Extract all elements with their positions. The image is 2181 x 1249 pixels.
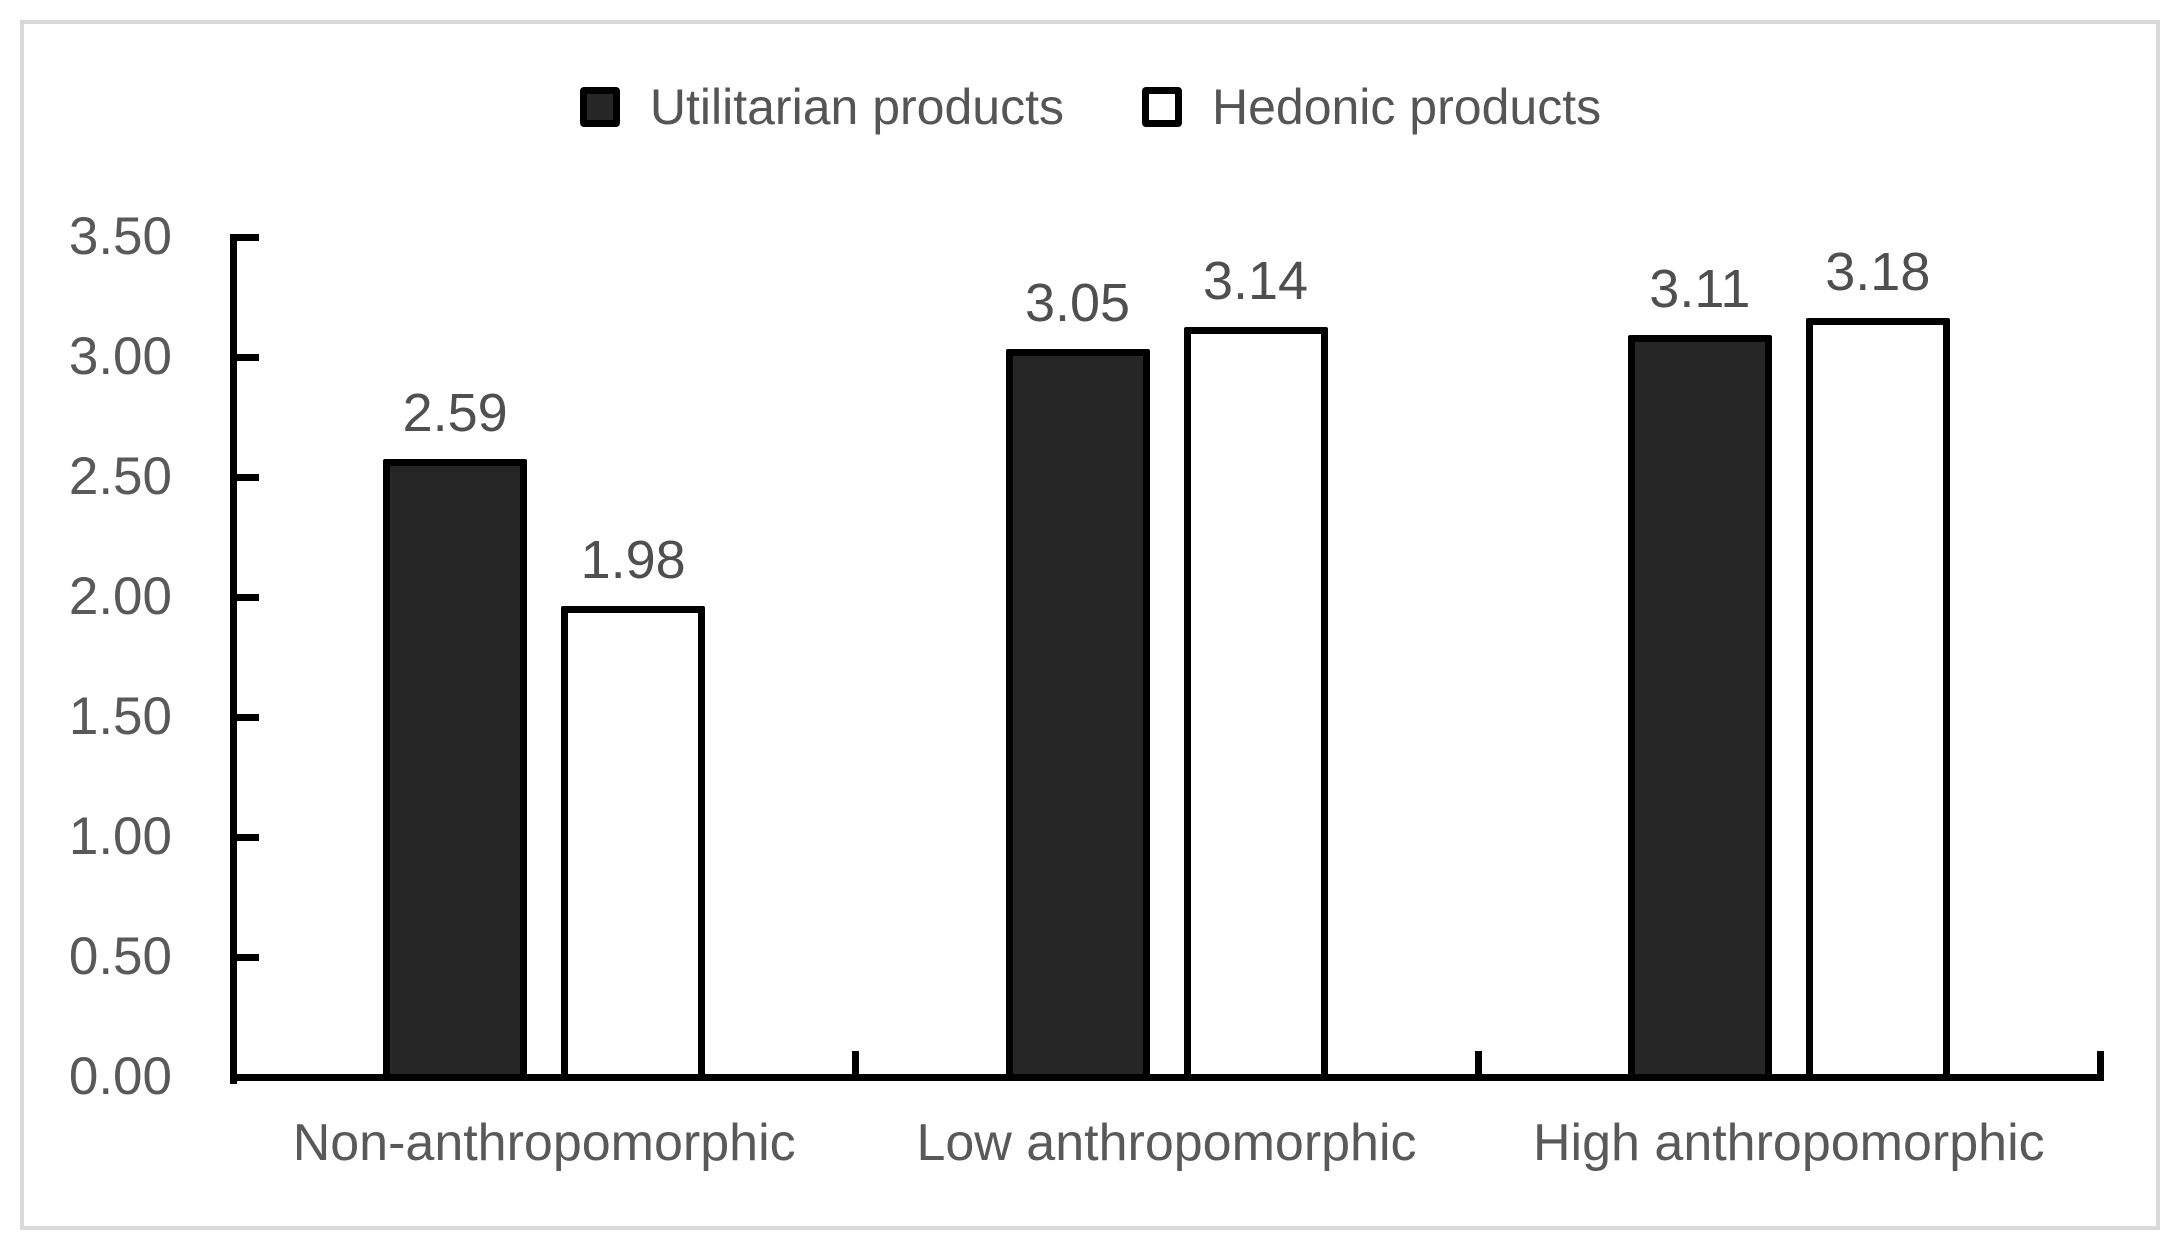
bar-hedonic-products-high-anthropomorphic xyxy=(1805,317,1950,1081)
bar-utilitarian-products-low-anthropomorphic xyxy=(1005,349,1150,1081)
y-axis-line xyxy=(230,234,237,1084)
x-category-label-non-anthropomorphic: Non-anthropomorphic xyxy=(292,1114,796,1172)
y-tick xyxy=(237,714,259,721)
y-tick-label: 2.00 xyxy=(68,567,172,626)
y-tick xyxy=(237,474,259,481)
y-tick-label: 0.00 xyxy=(68,1047,172,1106)
value-label-hedonic-products-low-anthropomorphic: 3.14 xyxy=(1202,251,1309,312)
bar-hedonic-products-non-anthropomorphic xyxy=(561,605,706,1081)
y-tick xyxy=(237,954,259,961)
legend-item-utilitarian-products: Utilitarian products xyxy=(579,78,1064,136)
bar-utilitarian-products-high-anthropomorphic xyxy=(1627,334,1772,1081)
legend-item-hedonic-products: Hedonic products xyxy=(1141,78,1602,136)
y-tick-label: 1.00 xyxy=(68,807,172,866)
value-label-utilitarian-products-non-anthropomorphic: 2.59 xyxy=(402,383,508,444)
y-tick xyxy=(237,834,259,841)
x-tick xyxy=(2097,1051,2104,1074)
x-category-label-high-anthropomorphic: High anthropomorphic xyxy=(1533,1114,2045,1172)
y-tick-label: 0.50 xyxy=(68,927,172,986)
x-tick xyxy=(1474,1051,1482,1074)
x-tick xyxy=(852,1051,860,1074)
x-category-label-low-anthropomorphic: Low anthropomorphic xyxy=(916,1114,1417,1172)
legend-swatch-hedonic-products-icon xyxy=(1141,87,1182,127)
y-tick-label: 3.00 xyxy=(68,327,172,386)
value-label-utilitarian-products-high-anthropomorphic: 3.11 xyxy=(1649,258,1751,319)
y-tick-label: 1.50 xyxy=(68,687,172,746)
legend-label-utilitarian-products: Utilitarian products xyxy=(649,79,1064,135)
y-tick xyxy=(237,234,259,241)
legend-label-hedonic-products: Hedonic products xyxy=(1211,79,1602,135)
y-tick xyxy=(237,594,259,601)
value-label-hedonic-products-non-anthropomorphic: 1.98 xyxy=(580,529,686,590)
y-tick-label: 2.50 xyxy=(68,447,172,506)
bar-utilitarian-products-non-anthropomorphic xyxy=(383,459,528,1081)
value-label-utilitarian-products-low-anthropomorphic: 3.05 xyxy=(1024,273,1131,333)
x-axis-line xyxy=(230,1074,2104,1081)
bar-hedonic-products-low-anthropomorphic xyxy=(1183,327,1328,1081)
value-label-hedonic-products-high-anthropomorphic: 3.18 xyxy=(1825,241,1931,302)
y-tick-label: 3.50 xyxy=(68,207,172,266)
legend: Utilitarian products Hedonic products xyxy=(0,78,2181,136)
legend-swatch-utilitarian-products-icon xyxy=(579,87,620,127)
y-tick xyxy=(237,354,259,361)
